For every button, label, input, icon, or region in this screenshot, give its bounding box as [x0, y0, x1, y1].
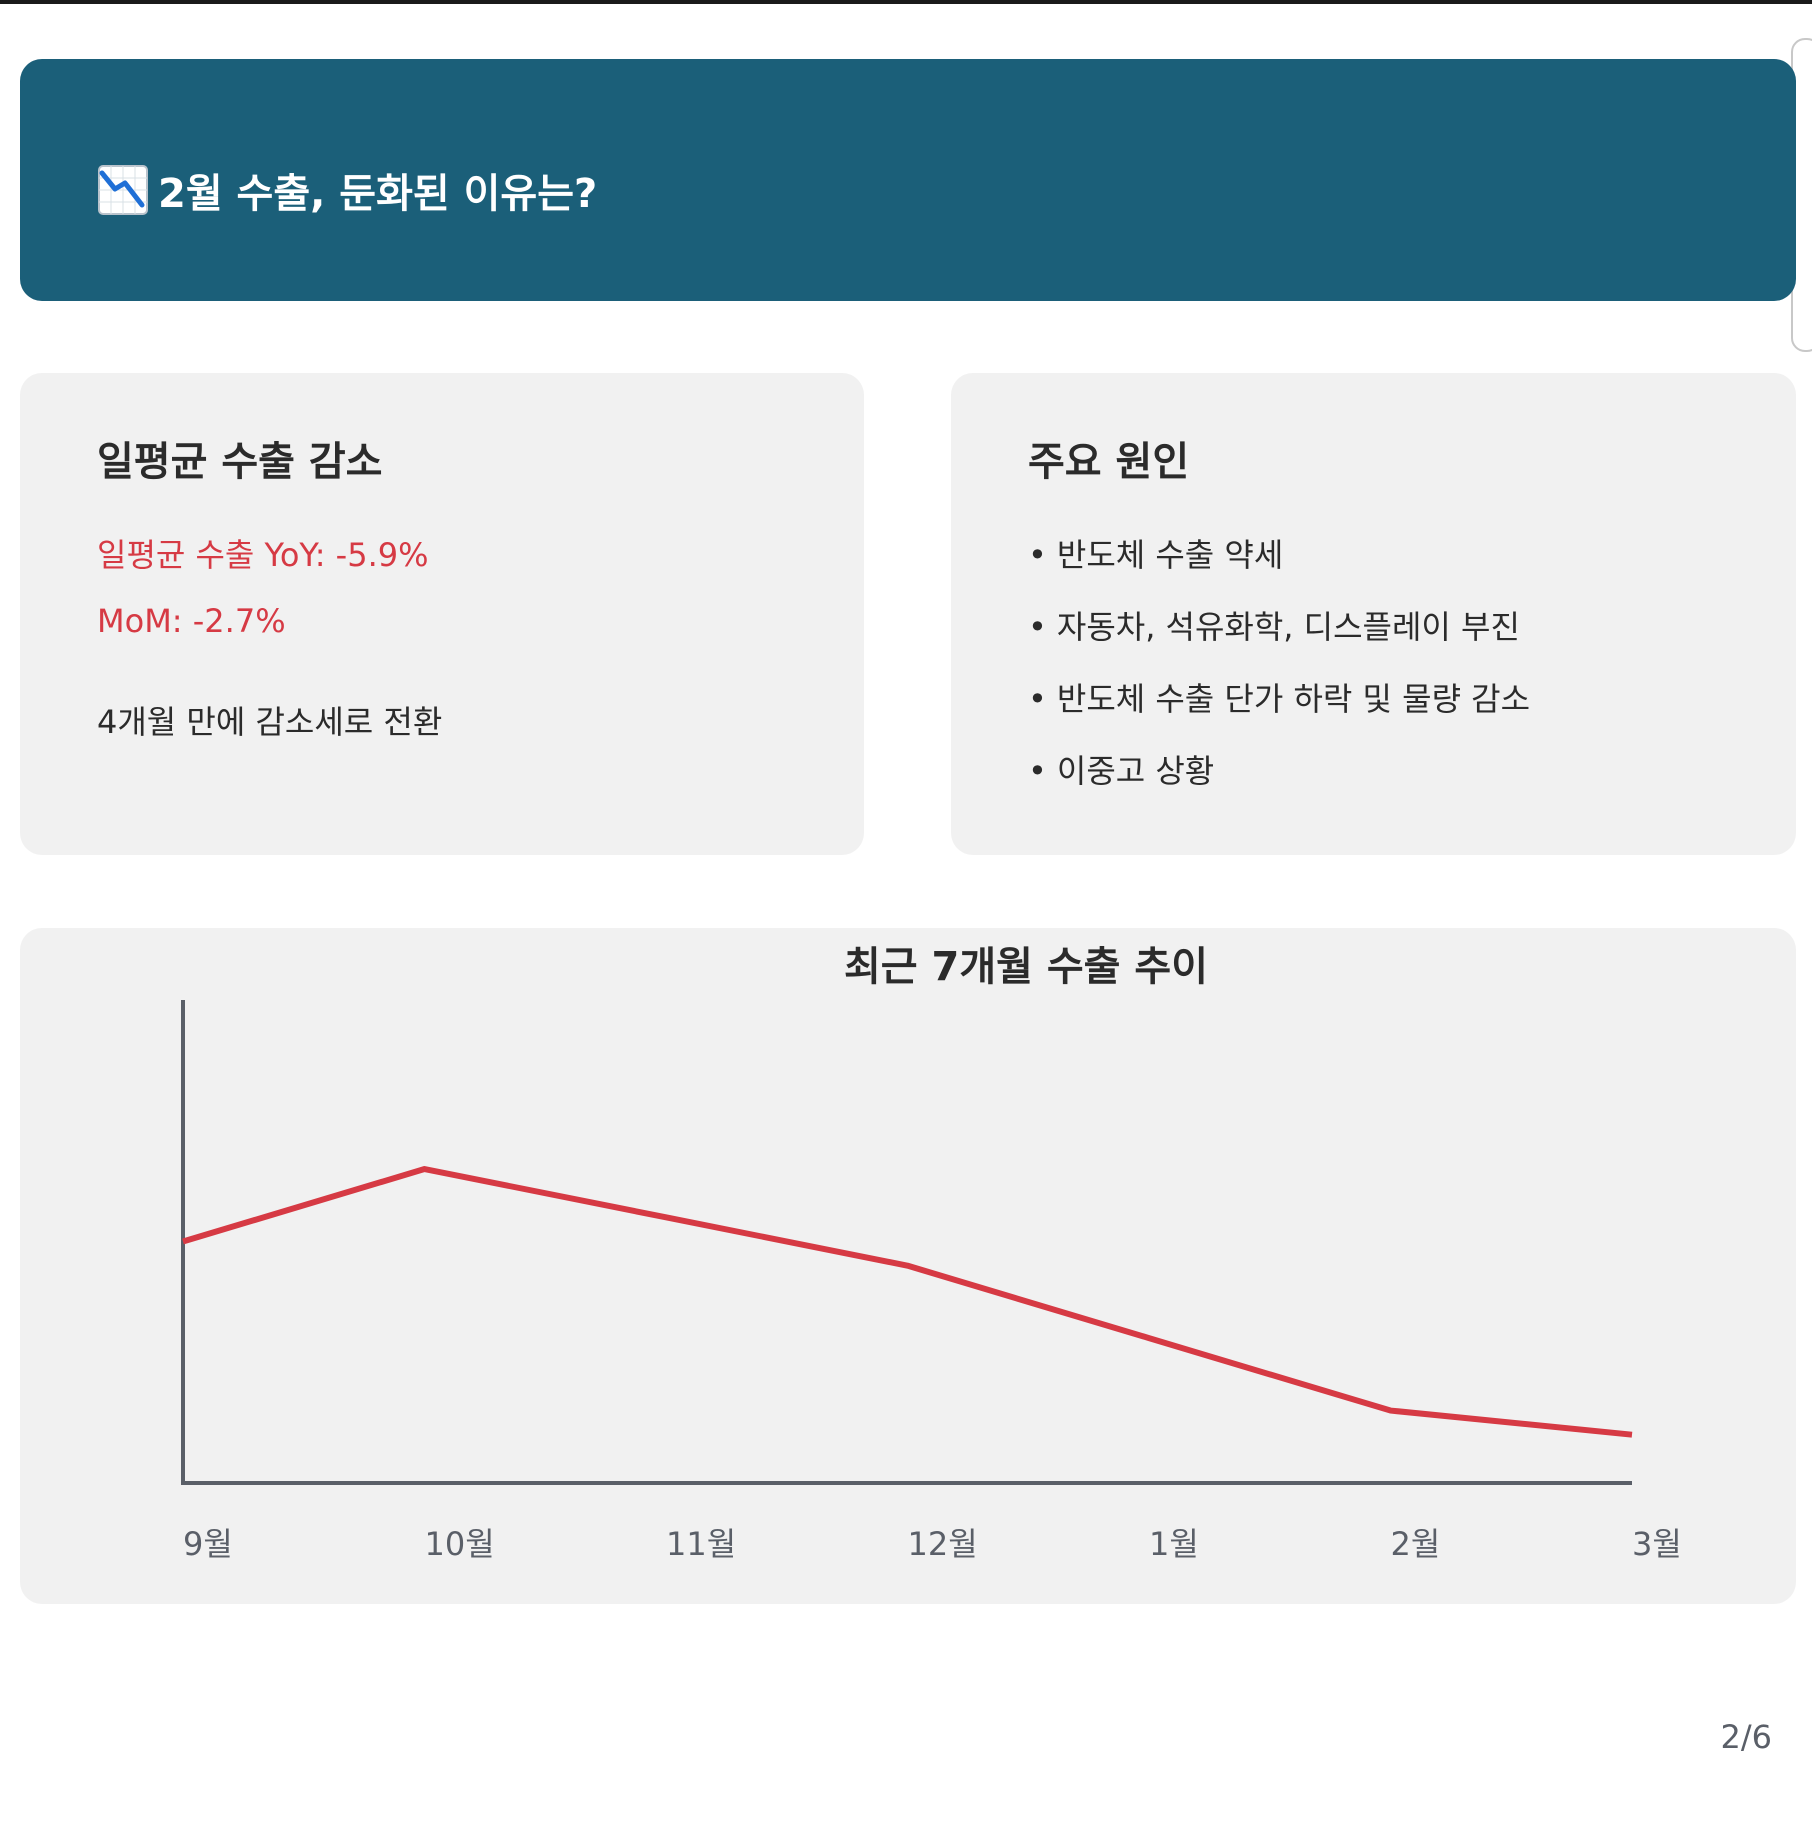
header-banner: 2월 수출, 둔화된 이유는? [20, 59, 1796, 301]
header-title-row: 2월 수출, 둔화된 이유는? [98, 161, 597, 219]
x-tick-label: 3월 [1632, 1525, 1682, 1563]
yoy-stat: 일평균 수출 YoY: -5.9% [97, 536, 429, 574]
x-tick-label: 9월 [183, 1525, 233, 1563]
chart-decreasing-icon [98, 165, 148, 215]
bullet-icon: • [1028, 536, 1047, 574]
cause-text: 자동차, 석유화학, 디스플레이 부진 [1056, 608, 1520, 646]
trend-note: 4개월 만에 감소세로 전환 [97, 703, 443, 741]
cause-text: 반도체 수출 약세 [1056, 536, 1284, 574]
x-tick-label: 11월 [666, 1525, 736, 1563]
x-tick-label: 1월 [1149, 1525, 1199, 1563]
bullet-icon: • [1028, 752, 1047, 790]
page-indicator: 2/6 [1720, 1718, 1773, 1756]
export-trend-chart-card: 최근 7개월 수출 추이 9월 10월 11월 12월 1월 2월 3월 [20, 928, 1796, 1604]
cause-item: • 반도체 수출 약세 [1028, 530, 1530, 602]
cause-item: • 자동차, 석유화학, 디스플레이 부진 [1028, 602, 1530, 674]
x-tick-label: 12월 [908, 1525, 978, 1563]
x-tick-label: 2월 [1391, 1525, 1441, 1563]
page-title: 2월 수출, 둔화된 이유는? [158, 171, 598, 217]
export-trend-chart: 9월 10월 11월 12월 1월 2월 3월 [181, 1000, 1682, 1563]
cause-list: • 반도체 수출 약세 • 자동차, 석유화학, 디스플레이 부진 • 반도체 수출 … [1028, 530, 1530, 818]
cause-text: 이중고 상황 [1056, 752, 1215, 790]
mom-stat: MoM: -2.7% [97, 602, 286, 640]
causes-card: 주요 원인 • 반도체 수출 약세 • 자동차, 석유화학, 디스플레이 부진 • 반… [951, 373, 1796, 855]
series-line [182, 1166, 1633, 1438]
cause-text: 반도체 수출 단가 하락 및 물량 감소 [1056, 680, 1531, 718]
x-tick-label: 10월 [425, 1525, 495, 1563]
cause-item: • 이중고 상황 [1028, 746, 1530, 818]
daily-export-card: 일평균 수출 감소 일평균 수출 YoY: -5.9% MoM: -2.7% 4… [20, 373, 864, 855]
bullet-icon: • [1028, 680, 1047, 718]
chart-title: 최근 7개월 수출 추이 [843, 944, 1208, 990]
top-divider [0, 0, 1812, 4]
bullet-icon: • [1028, 608, 1047, 646]
daily-export-heading: 일평균 수출 감소 [97, 439, 383, 485]
cause-item: • 반도체 수출 단가 하락 및 물량 감소 [1028, 674, 1530, 746]
causes-heading: 주요 원인 [1028, 439, 1190, 485]
